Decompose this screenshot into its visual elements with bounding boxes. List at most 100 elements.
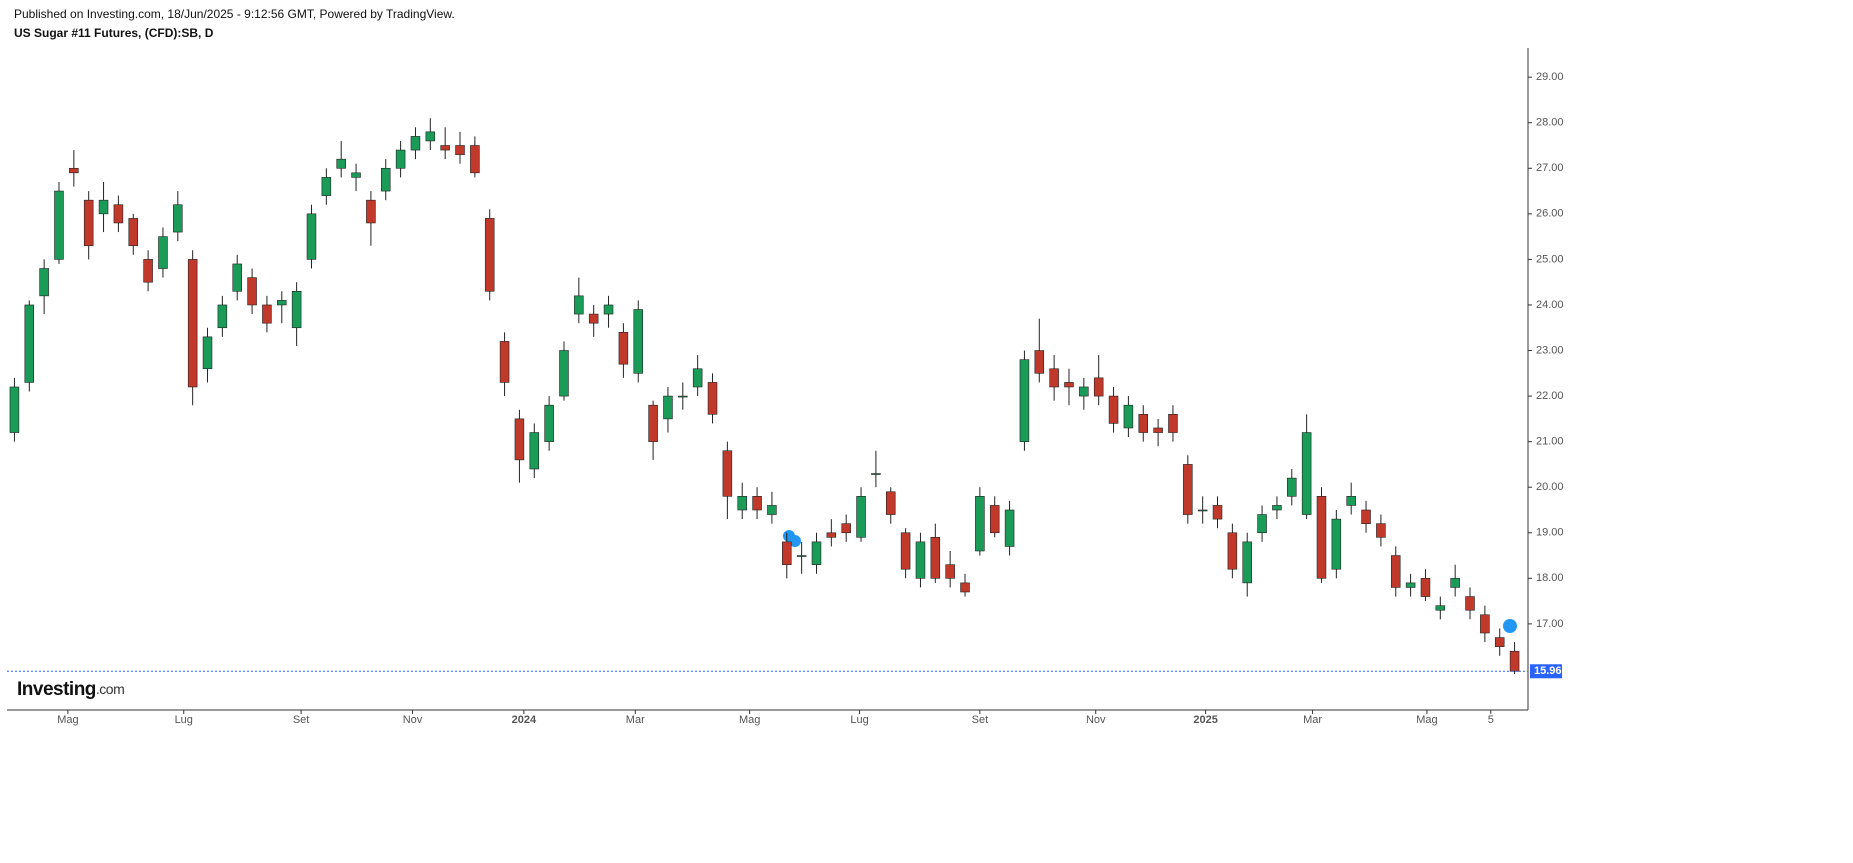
candle-body: [1019, 359, 1030, 442]
candle-body: [187, 259, 198, 388]
candle-body: [603, 304, 614, 315]
candle-body: [574, 295, 584, 315]
x-tick-label: Mar: [1303, 714, 1322, 726]
y-tick-label: 20.00: [1536, 481, 1564, 493]
candle-body: [945, 564, 955, 579]
candle-body: [1242, 541, 1252, 584]
candle-body: [871, 473, 881, 475]
published-note: Published on Investing.com, 18/Jun/2025 …: [14, 7, 455, 21]
x-tick-label: Set: [293, 714, 310, 726]
candle-body: [1212, 505, 1223, 520]
candle-body: [514, 418, 525, 461]
candle-body: [1049, 368, 1059, 388]
candle-body: [321, 177, 332, 196]
candle-body: [692, 368, 703, 388]
candle-body: [856, 496, 866, 538]
candle-body: [975, 496, 985, 552]
candle-body: [410, 136, 421, 151]
candle-body: [425, 131, 436, 142]
x-tick-label: Set: [972, 714, 989, 726]
candle-body: [202, 336, 213, 370]
candle-body: [351, 172, 361, 178]
x-tick-label: 2024: [512, 714, 537, 726]
logo-suffix: .com: [96, 681, 124, 697]
candle-body: [113, 204, 124, 224]
last-price-label: 15.96: [1534, 665, 1562, 677]
candle-body: [366, 199, 376, 224]
candle-body: [1405, 582, 1416, 588]
candle-body: [737, 496, 747, 511]
candle-body: [1331, 518, 1342, 570]
x-tick-label: Nov: [1086, 714, 1106, 726]
symbol-title: US Sugar #11 Futures, (CFD):SB, D: [14, 26, 214, 40]
y-tick-label: 28.00: [1536, 117, 1564, 129]
x-tick-label: Mar: [626, 714, 645, 726]
y-tick-label: 25.00: [1536, 253, 1564, 265]
candle-body: [83, 199, 94, 247]
candle-body: [291, 290, 302, 329]
candle-body: [1287, 477, 1297, 497]
candle-body: [39, 268, 49, 297]
candle-body: [277, 300, 287, 306]
candle-body: [767, 505, 777, 515]
y-tick-label: 24.00: [1536, 299, 1564, 311]
candle-body: [989, 505, 1000, 534]
candle-body: [1034, 350, 1045, 374]
candle-body: [796, 555, 807, 557]
logo: Investing.com: [17, 679, 124, 700]
candle-body: [247, 277, 257, 306]
candle-body: [143, 259, 153, 283]
y-tick-label: 29.00: [1536, 71, 1564, 83]
candle-body: [69, 167, 79, 174]
candle-body: [1376, 523, 1386, 538]
candle-body: [826, 532, 837, 538]
candle-body: [663, 395, 673, 420]
candle-body: [1465, 596, 1475, 611]
x-tick-label: Mag: [739, 714, 760, 726]
y-tick-label: 27.00: [1536, 162, 1564, 174]
candle-body: [306, 213, 317, 260]
candle-body: [841, 523, 851, 534]
candle-body: [484, 218, 495, 292]
x-tick-label: Nov: [403, 714, 423, 726]
candle-body: [1494, 637, 1505, 647]
x-tick-label: Mag: [1416, 714, 1437, 726]
candle-body: [1227, 532, 1238, 570]
y-tick-label: 23.00: [1536, 344, 1564, 356]
candle-body: [158, 236, 168, 269]
logo-brand: Investing: [17, 679, 96, 700]
candle-body: [648, 404, 658, 442]
candle-body: [900, 532, 911, 570]
candle-body: [1257, 514, 1267, 534]
candle-body: [1153, 427, 1163, 433]
candle-body: [1079, 386, 1089, 397]
candle-body: [678, 395, 688, 398]
candle-body: [588, 313, 599, 324]
candle-body: [544, 404, 554, 442]
candle-body: [232, 263, 242, 292]
candle-body: [1168, 414, 1178, 433]
candle-body: [1435, 605, 1446, 611]
candle-body: [1004, 509, 1015, 547]
x-tick-label: Lug: [175, 714, 193, 726]
y-tick-label: 17.00: [1536, 618, 1564, 630]
y-tick-label: 18.00: [1536, 572, 1564, 584]
candle-body: [395, 149, 406, 169]
candle-body: [128, 218, 139, 247]
x-tick-label: Lug: [850, 714, 868, 726]
candle-body: [707, 382, 718, 415]
candle-body: [1123, 404, 1134, 429]
candle-body: [1301, 432, 1312, 515]
candle-body: [1064, 382, 1074, 388]
candle-body: [1361, 509, 1371, 524]
candle-body: [1346, 496, 1356, 506]
candle-body: [618, 332, 629, 365]
candle-body: [1197, 509, 1208, 512]
x-tick-label: 2025: [1193, 714, 1217, 726]
candle-body: [380, 167, 391, 192]
candle-body: [9, 386, 20, 433]
candle-body: [173, 204, 183, 233]
candle-body: [1420, 578, 1431, 597]
y-tick-label: 22.00: [1536, 390, 1564, 402]
